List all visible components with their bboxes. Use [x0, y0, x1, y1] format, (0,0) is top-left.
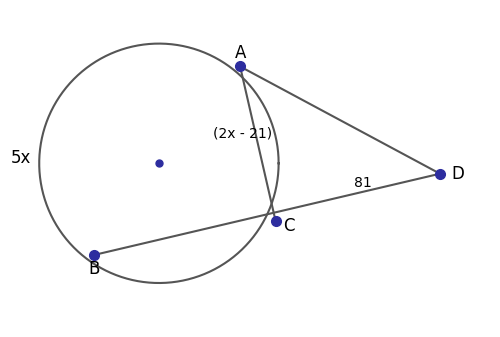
Text: A: A: [234, 44, 246, 62]
Text: C: C: [284, 217, 295, 235]
Text: (2x - 21): (2x - 21): [212, 126, 272, 140]
Text: D: D: [451, 165, 464, 183]
Text: B: B: [88, 261, 100, 278]
Text: 5x: 5x: [10, 149, 30, 167]
Text: 81: 81: [354, 176, 372, 189]
